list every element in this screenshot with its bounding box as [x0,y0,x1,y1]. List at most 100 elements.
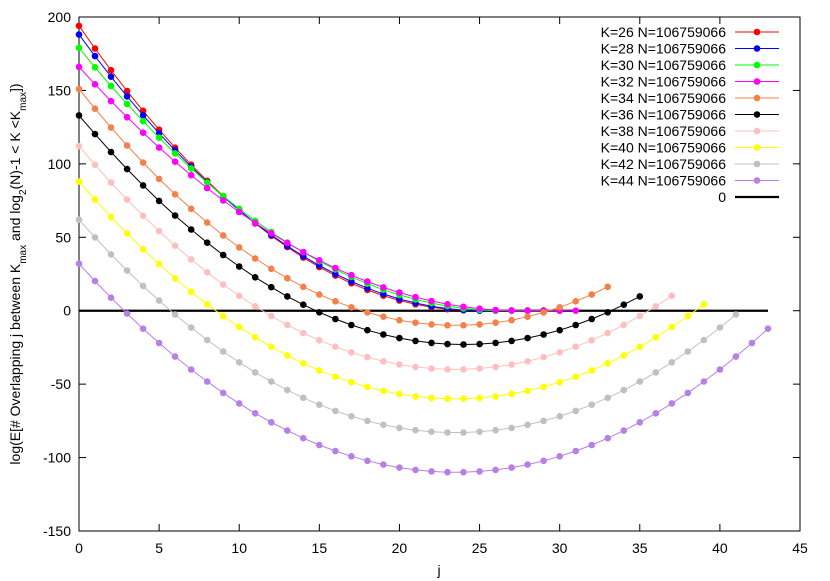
legend-swatch-point [753,94,761,102]
data-point [604,360,611,367]
data-point [332,298,339,305]
series-2 [75,44,563,315]
data-point [187,165,195,172]
data-point [171,353,179,360]
legend-swatch-point [753,45,761,52]
data-point [348,304,355,311]
legend-swatch-point [753,78,761,85]
legend-entry: K=40 N=106759066 [601,140,779,156]
data-point [123,142,131,149]
data-point [556,453,563,460]
data-point [251,334,259,341]
data-point [540,417,547,425]
data-point [219,251,227,259]
data-point [139,112,147,119]
data-point [268,378,275,385]
data-point [171,275,179,282]
legend-label: K=44 N=106759066 [601,173,727,189]
data-point [460,322,467,329]
data-point [75,216,83,223]
legend-label: K=42 N=106759066 [601,156,727,172]
data-point [476,394,483,402]
data-point [332,315,339,323]
data-point [396,390,403,398]
data-point [219,348,227,355]
data-point [268,283,275,291]
legend-label: K=32 N=106759066 [601,74,727,90]
data-point [380,421,387,429]
data-point [524,461,531,468]
x-tick-label: 30 [552,540,568,556]
data-point [556,378,563,386]
data-point [203,301,211,308]
data-point [284,321,291,329]
data-point [123,100,131,108]
data-point [187,324,195,331]
data-point [492,306,499,314]
data-point [524,387,531,395]
series-1 [75,31,563,315]
data-point [75,260,83,268]
data-point [284,427,291,434]
data-point [428,297,435,305]
data-point [300,301,307,309]
data-point [540,457,547,465]
y-axis-label-part: and log [7,195,23,245]
data-point [300,283,307,291]
data-point [268,343,275,351]
data-point [155,134,163,141]
data-point [364,278,371,285]
data-point [235,263,243,270]
data-point [444,395,451,403]
data-point [235,400,243,407]
data-point [444,429,451,436]
data-point [75,142,83,150]
data-point [123,165,131,173]
data-point [444,300,451,308]
data-point [123,196,131,203]
data-point [203,239,211,246]
y-axis-label-subscript: max [18,245,29,264]
data-point [460,395,467,403]
data-point [203,269,211,276]
series-layer [75,22,772,476]
data-point [540,353,547,361]
data-point [251,369,259,376]
data-point [75,44,83,52]
data-point [572,447,579,455]
data-point [332,264,339,272]
data-point [508,316,515,324]
data-point [396,289,403,296]
data-point [428,468,435,475]
data-point [396,464,403,471]
data-point [348,321,355,329]
data-point [316,441,323,449]
series-line [78,181,705,400]
data-point [171,212,179,219]
data-point [588,315,595,323]
data-point [476,305,483,313]
data-point [412,337,419,345]
legend-swatch-point [753,177,761,184]
data-point [684,348,692,355]
data-point [636,343,644,351]
data-point [139,282,147,290]
legend-entry: K=34 N=106759066 [601,90,779,106]
data-point [251,255,259,262]
data-point [171,191,179,198]
data-point [428,321,435,328]
data-point [348,349,355,356]
data-point [476,340,483,348]
data-point [412,426,419,434]
data-point [91,196,99,203]
data-point [364,326,371,334]
data-point [508,424,515,432]
data-point [187,366,195,373]
data-point [251,219,259,227]
data-point [155,144,163,151]
y-tick-label: 150 [48,82,72,98]
data-point [91,277,99,285]
data-point [332,407,339,415]
data-point [428,428,435,436]
data-point [380,358,387,365]
